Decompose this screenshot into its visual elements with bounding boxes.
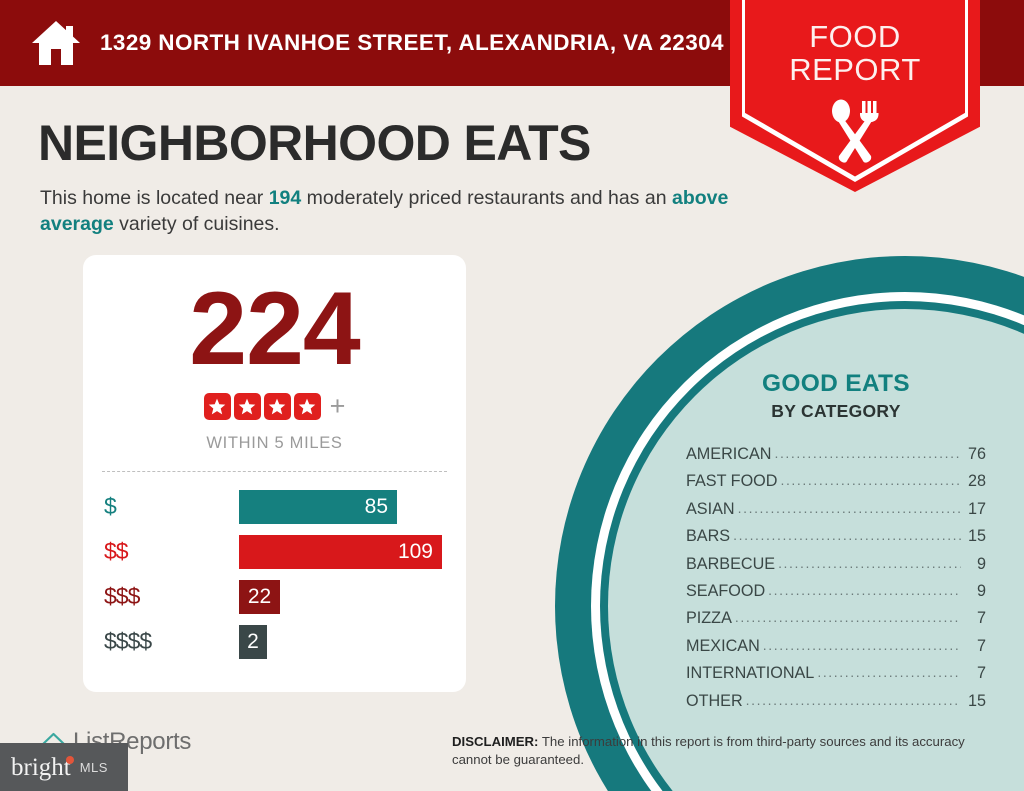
bright-label: bright: [11, 753, 71, 781]
leader-dots: ........................................…: [774, 445, 961, 461]
category-name: SEAFOOD: [686, 581, 766, 600]
home-icon: [32, 21, 80, 65]
restaurant-summary-card: 224 + WITHIN 5 MILES $85 $$ 109 $$$ 22 $$$$ 2: [83, 255, 466, 692]
bar: 2: [239, 624, 267, 659]
bar-row: $$ 109: [104, 529, 466, 574]
list-item: INTERNATIONAL...........................…: [686, 664, 986, 691]
category-count: 76: [967, 445, 986, 463]
list-item: BARS....................................…: [686, 527, 986, 554]
category-name: AMERICAN: [686, 445, 772, 463]
teal-circle-graphic: [555, 256, 1024, 791]
bright-mls-watermark: bright MLS: [0, 743, 128, 791]
category-name: OTHER: [686, 691, 743, 710]
category-name: BARBECUE: [686, 554, 776, 573]
subtitle-highlight-count: 194: [268, 187, 302, 209]
star-icon: [203, 393, 231, 420]
leader-dots: ........................................…: [762, 636, 961, 653]
good-eats-list: AMERICAN................................…: [686, 445, 986, 719]
subtitle-highlight-variety: above average: [40, 187, 729, 236]
category-name: MEXICAN: [686, 636, 760, 655]
food-report-badge: FOOD REPORT: [730, 0, 980, 192]
list-item: MEXICAN.................................…: [686, 637, 986, 664]
star-icon: [233, 393, 261, 420]
star-icon: [293, 393, 321, 420]
good-eats-subtitle: BY CATEGORY: [771, 401, 901, 421]
category-count: 28: [967, 472, 986, 491]
bar-label: $$$: [104, 583, 140, 609]
bar: 109: [239, 534, 442, 569]
category-name: FAST FOOD: [686, 472, 778, 491]
list-item: SEAFOOD.................................…: [686, 582, 986, 609]
restaurant-count: 224: [189, 271, 361, 387]
plus-icon: +: [329, 391, 346, 421]
subtitle-part-1: This home is located near: [40, 187, 269, 209]
mls-label: MLS: [79, 759, 108, 775]
bar: 85: [239, 489, 397, 524]
leader-dots: ........................................…: [780, 472, 961, 489]
category-name: ASIAN: [686, 499, 735, 518]
list-item: BARBECUE................................…: [686, 555, 986, 582]
category-name: INTERNATIONAL: [686, 664, 815, 683]
badge-title: FOOD REPORT: [730, 20, 980, 86]
bar-row: $85: [104, 484, 466, 529]
bar-label: $$$$: [104, 628, 152, 654]
bar-track: 109: [239, 529, 466, 574]
property-address: 1329 NORTH IVANHOE STREET, ALEXANDRIA, V…: [100, 30, 724, 55]
bar-row: $$$$ 2: [104, 619, 466, 664]
radius-label: WITHIN 5 MILES: [206, 434, 343, 452]
leader-dots: ........................................…: [745, 691, 961, 708]
list-item: AMERICAN................................…: [686, 445, 986, 472]
category-count: 17: [967, 499, 986, 518]
star-icon: [263, 393, 291, 420]
bar-label: $: [104, 493, 117, 519]
bar-row: $$$ 22: [104, 574, 466, 619]
category-count: 9: [976, 581, 986, 600]
leader-dots: ........................................…: [733, 527, 961, 544]
category-count: 9: [976, 554, 986, 573]
disclaimer: DISCLAIMER: The information in this repo…: [452, 733, 997, 770]
bar-track: 85: [239, 484, 466, 529]
leader-dots: ........................................…: [768, 581, 961, 598]
category-count: 7: [976, 609, 986, 628]
star-rating: +: [83, 393, 466, 420]
page-title: NEIGHBORHOOD EATS: [38, 115, 591, 171]
list-item: PIZZA...................................…: [686, 609, 986, 636]
bar-track: 2: [239, 619, 466, 664]
category-count: 7: [976, 636, 986, 655]
leader-dots: ........................................…: [737, 499, 961, 516]
disclaimer-text: The information in this report is from t…: [452, 734, 965, 768]
bright-dot-icon: [65, 755, 74, 764]
disclaimer-label: DISCLAIMER:: [452, 734, 539, 749]
bar-label: $$: [104, 538, 129, 564]
category-name: BARS: [686, 527, 731, 546]
bar: 22: [239, 579, 280, 614]
category-count: 15: [967, 527, 986, 546]
card-divider: [102, 471, 447, 472]
spoon-fork-icon: [832, 99, 879, 163]
list-item: FAST FOOD...............................…: [686, 472, 986, 499]
leader-dots: ........................................…: [778, 554, 961, 571]
page-subtitle: This home is located near 194 moderately…: [40, 185, 730, 237]
good-eats-title: GOOD EATS: [762, 370, 910, 397]
bar-track: 22: [239, 574, 466, 619]
leader-dots: ........................................…: [734, 609, 961, 626]
category-count: 15: [967, 691, 986, 710]
list-item: OTHER...................................…: [686, 692, 986, 719]
list-item: ASIAN...................................…: [686, 500, 986, 527]
subtitle-part-2: moderately priced restaurants and has an: [301, 187, 672, 209]
badge-line-1: FOOD: [809, 19, 901, 54]
leader-dots: ........................................…: [817, 664, 961, 681]
badge-line-2: REPORT: [789, 52, 921, 88]
bright-wordmark: bright: [11, 753, 74, 781]
subtitle-part-3: variety of cuisines.: [113, 213, 280, 236]
price-level-bar-chart: $85 $$ 109 $$$ 22 $$$$ 2: [83, 484, 466, 664]
good-eats-panel: GOOD EATS BY CATEGORY AMERICAN..........…: [686, 370, 986, 719]
category-name: PIZZA: [686, 609, 732, 628]
category-count: 7: [976, 664, 986, 683]
